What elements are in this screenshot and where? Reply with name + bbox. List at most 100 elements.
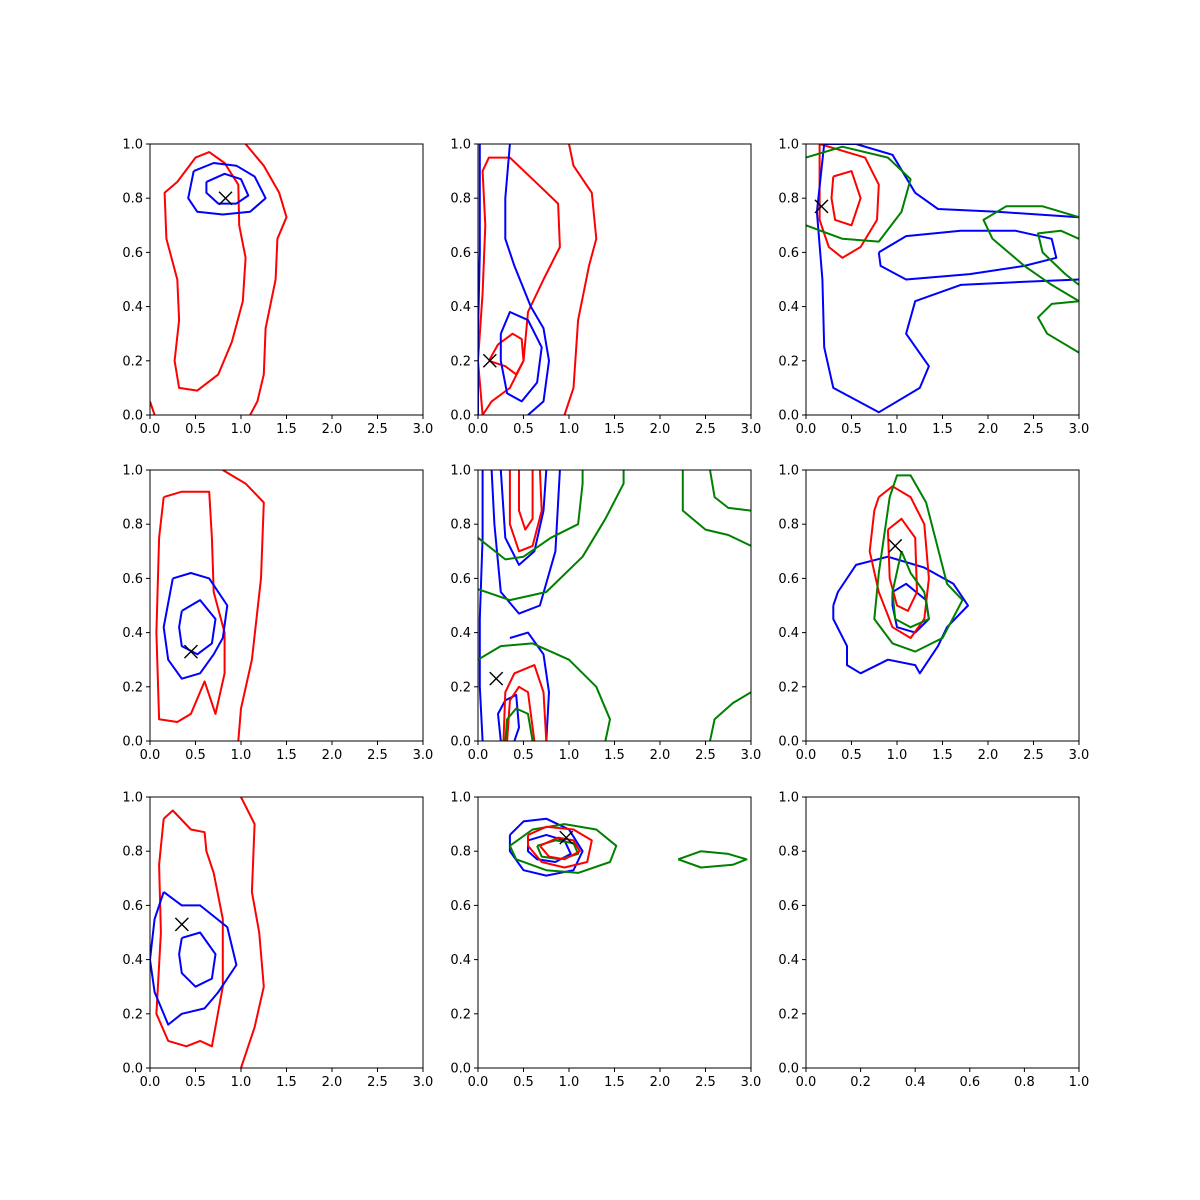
contour-line-green [1037, 300, 1079, 354]
contour-line-green [681, 470, 751, 547]
x-marker [814, 199, 829, 214]
x-tick-label: 0.6 [959, 1075, 980, 1090]
x-marker [559, 830, 574, 845]
x-tick-label: 0.5 [513, 422, 534, 437]
y-tick-label: 1.0 [450, 464, 471, 479]
axes-frame [477, 796, 752, 1069]
contour-line-green [891, 550, 930, 629]
y-tick-label: 0.4 [450, 626, 471, 641]
x-tick-label: 0.5 [513, 1075, 534, 1090]
x-tick-label: 0.0 [796, 422, 817, 437]
y-tick-label: 0.8 [778, 192, 799, 207]
contour-line-blue [178, 931, 217, 988]
contour-line-green [504, 707, 534, 741]
x-tick-label: 2.0 [322, 422, 343, 437]
y-tick-label: 0.4 [450, 300, 471, 315]
x-tick-label: 0.0 [468, 422, 489, 437]
contour-line-red [488, 332, 525, 376]
subplot-4: 0.0 0.5 1.0 1.5 2.0 2.5 3.0 0.0 0.2 0.4 0.6 0.8 1.0 [122, 464, 433, 764]
y-tick-label: 1.0 [778, 138, 799, 153]
y-tick-label: 0.0 [778, 1062, 799, 1077]
y-tick-label: 0.6 [778, 572, 799, 587]
x-tick-label: 1.5 [276, 1075, 297, 1090]
x-tick-label: 0.0 [796, 1075, 817, 1090]
y-tick-label: 0.2 [778, 354, 799, 369]
contour-line-red [155, 809, 224, 1048]
y-tick-label: 1.0 [450, 138, 471, 153]
contour-line-green [709, 470, 751, 512]
y-tick-label: 0.8 [122, 192, 143, 207]
y-tick-label: 0.2 [122, 1007, 143, 1022]
y-tick-label: 0.2 [778, 1007, 799, 1022]
contour-line-blue [815, 144, 1079, 414]
contour-line-blue [509, 631, 550, 741]
contour-line-red [818, 144, 880, 259]
y-tick-label: 1.0 [450, 791, 471, 806]
x-tick-label: 2.5 [367, 748, 388, 763]
contour-line-red [508, 470, 543, 553]
contour-line-red [502, 664, 548, 741]
y-tick-label: 0.8 [450, 192, 471, 207]
x-tick-label: 1.0 [559, 422, 580, 437]
contour-line-green [873, 474, 964, 653]
contour-line-green [677, 850, 748, 869]
axes-frame [149, 796, 424, 1069]
subplot-6: 0.0 0.5 1.0 1.5 2.0 2.5 3.0 0.0 0.2 0.4 0.6 0.8 1.0 [778, 464, 1089, 764]
contour-line-blue [162, 572, 229, 680]
contour-line-red [518, 470, 534, 531]
y-tick-label: 0.4 [778, 953, 799, 968]
axes-frame [805, 796, 1080, 1069]
x-tick-label: 3.0 [741, 748, 762, 763]
y-tick-label: 0.0 [778, 409, 799, 424]
y-tick-label: 0.0 [450, 1062, 471, 1077]
contour-line-blue [187, 162, 267, 216]
contour-line-red [222, 470, 265, 741]
y-tick-label: 0.0 [450, 735, 471, 750]
x-tick-label: 2.5 [367, 422, 388, 437]
contour-line-green [478, 642, 611, 741]
x-tick-label: 0.0 [796, 748, 817, 763]
x-tick-label: 0.5 [185, 422, 206, 437]
contour-line-red [506, 685, 536, 741]
contour-line-red [830, 170, 862, 227]
x-tick-label: 2.5 [367, 1075, 388, 1090]
x-tick-label: 1.0 [887, 748, 908, 763]
y-tick-label: 0.6 [778, 899, 799, 914]
y-tick-label: 0.6 [450, 246, 471, 261]
x-tick-label: 3.0 [413, 748, 434, 763]
contour-line-blue [478, 144, 481, 415]
y-tick-label: 0.4 [122, 953, 143, 968]
x-tick-label: 1.0 [559, 1075, 580, 1090]
x-tick-label: 1.5 [276, 422, 297, 437]
x-tick-label: 1.5 [604, 422, 625, 437]
x-tick-label: 0.0 [140, 1075, 161, 1090]
x-tick-label: 0.8 [1014, 1075, 1035, 1090]
x-tick-label: 1.0 [231, 422, 252, 437]
contour-line-red [163, 151, 247, 392]
y-tick-label: 0.8 [122, 518, 143, 533]
x-tick-label: 3.0 [741, 1075, 762, 1090]
x-tick-label: 0.4 [905, 1075, 926, 1090]
x-marker [183, 644, 198, 659]
x-marker [489, 671, 504, 686]
contour-line-red [244, 144, 288, 415]
x-tick-label: 0.5 [841, 422, 862, 437]
contour-line-red [240, 797, 265, 1068]
subplot-3: 0.0 0.5 1.0 1.5 2.0 2.5 3.0 0.0 0.2 0.4 0.6 0.8 1.0 [778, 138, 1089, 438]
x-tick-label: 1.5 [604, 748, 625, 763]
contour-line-blue [832, 555, 969, 675]
contour-line-blue [508, 817, 584, 877]
contour-line-green [806, 145, 912, 243]
x-tick-label: 2.0 [978, 748, 999, 763]
y-tick-label: 0.6 [122, 246, 143, 261]
contour-line-green [508, 823, 618, 874]
x-tick-label: 0.2 [850, 1075, 871, 1090]
x-tick-label: 2.5 [1023, 422, 1044, 437]
y-tick-label: 0.0 [122, 735, 143, 750]
contour-group [155, 470, 265, 741]
subplot-5: 0.0 0.5 1.0 1.5 2.0 2.5 3.0 0.0 0.2 0.4 0.6 0.8 1.0 [450, 464, 761, 764]
subplot-7: 0.0 0.5 1.0 1.5 2.0 2.5 3.0 0.0 0.2 0.4 0.6 0.8 1.0 [122, 791, 433, 1091]
x-tick-label: 1.5 [604, 1075, 625, 1090]
